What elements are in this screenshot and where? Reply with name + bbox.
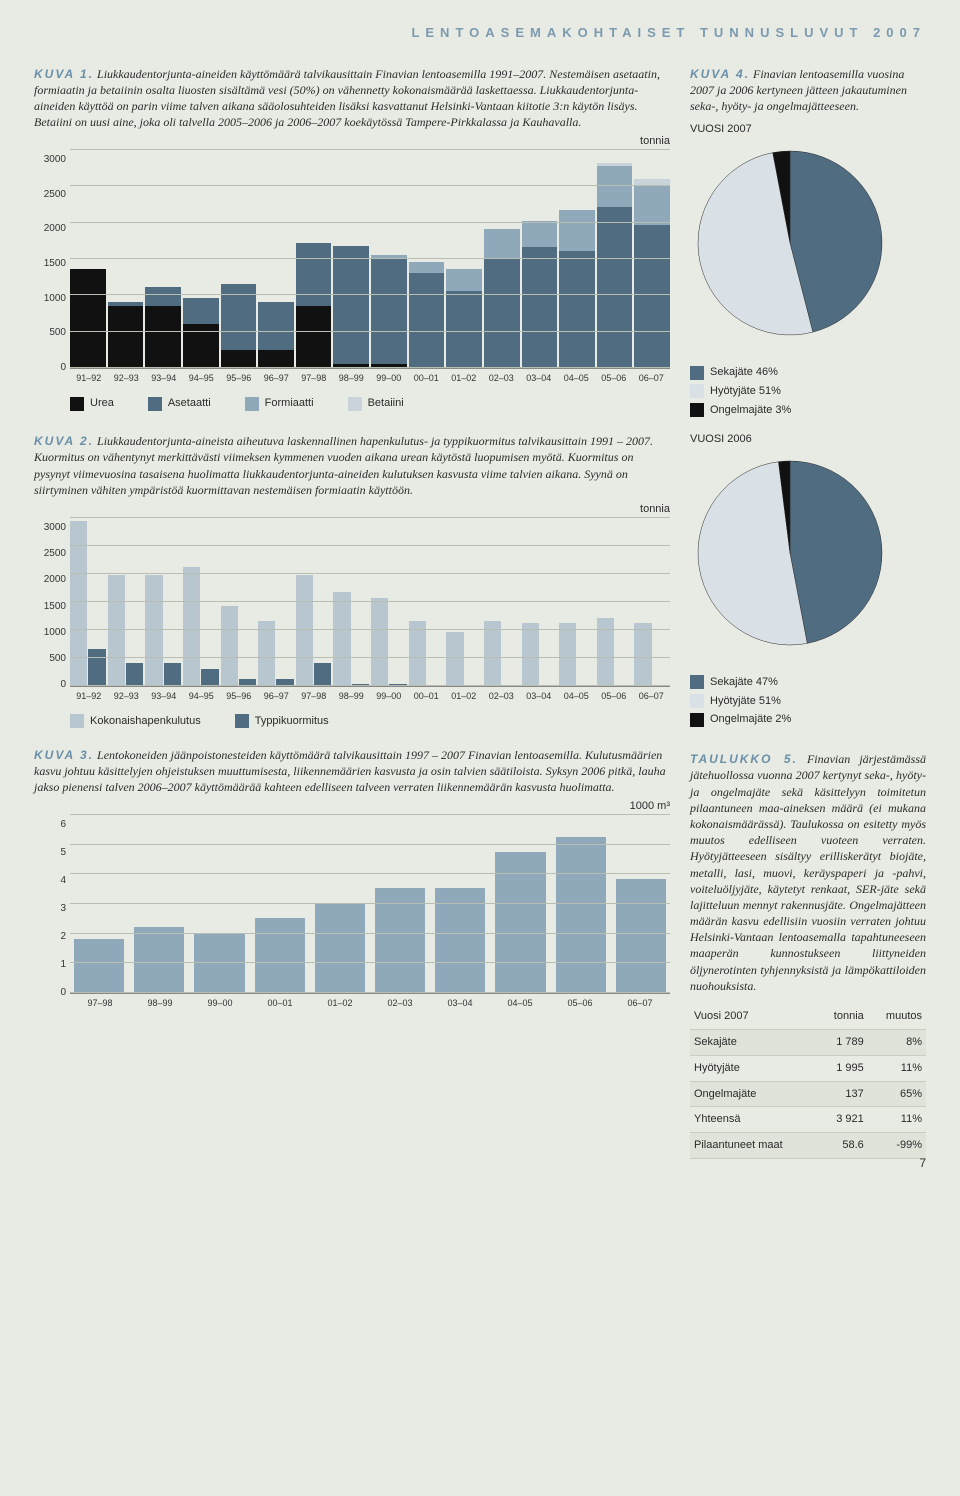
pie-legend-item: Sekajäte 47%	[690, 675, 926, 690]
pie-2006-legend: Sekajäte 47% Hyötyjäte 51% Ongelmajäte 2%	[690, 675, 926, 728]
taulukko5-label: TAULUKKO 5.	[690, 752, 798, 766]
kuva1-chart: 300025002000150010005000 91–9292–9393–94…	[34, 149, 670, 384]
chart1-bar	[371, 255, 407, 369]
chart1-bar	[258, 302, 294, 368]
kuva1-unit: tonnia	[34, 134, 670, 149]
table-header: tonnia	[818, 1004, 868, 1029]
chart3-bar	[134, 927, 184, 993]
kuva1-legend: Urea Asetaatti Formiaatti Betaiini	[70, 396, 670, 411]
kuva2-legend: Kokonaishapenkulutus Typpikuormitus	[70, 714, 670, 729]
page-header: LENTOASEMAKOHTAISET TUNNUSLUVUT 2007	[34, 24, 926, 42]
pie-2006-label: VUOSI 2006	[690, 432, 926, 447]
chart1-bar	[221, 284, 257, 368]
chart2-group	[446, 632, 482, 686]
table-header: Vuosi 2007	[690, 1004, 818, 1029]
table-row: Hyötyjäte1 99511%	[690, 1055, 926, 1081]
chart2-group	[409, 621, 445, 686]
chart3-bar	[74, 939, 124, 993]
kuva1-label: KUVA 1.	[34, 67, 94, 81]
table-header: muutos	[868, 1004, 926, 1029]
kuva1-caption-text: Liukkaudentorjunta-aineiden käyttömäärä …	[34, 67, 660, 130]
legend-item: Kokonaishapenkulutus	[70, 714, 201, 729]
pie-legend-item: Sekajäte 46%	[690, 365, 926, 380]
chart1-bar	[597, 163, 633, 368]
chart2-group	[183, 567, 219, 686]
left-column: KUVA 1. Liukkaudentorjunta-aineiden käyt…	[34, 66, 670, 1160]
chart1-bar	[446, 269, 482, 368]
legend-item: Urea	[70, 396, 114, 411]
kuva1-caption: KUVA 1. Liukkaudentorjunta-aineiden käyt…	[34, 66, 670, 131]
page-number: 7	[919, 1155, 926, 1171]
kuva4-label: KUVA 4.	[690, 67, 750, 81]
chart1-bar	[409, 262, 445, 368]
pie-2007	[690, 143, 890, 343]
table-row: Ongelmajäte13765%	[690, 1081, 926, 1107]
chart2-group	[296, 575, 332, 686]
chart1-bar	[559, 210, 595, 368]
kuva3-caption-text: Lentokoneiden jäänpoistonesteiden käyttö…	[34, 748, 666, 794]
pie-2006	[690, 453, 890, 653]
kuva3-unit: 1000 m³	[34, 799, 670, 814]
legend-item: Asetaatti	[148, 396, 211, 411]
legend-item: Betaiini	[348, 396, 404, 411]
chart3-bar	[255, 918, 305, 993]
chart2-group	[70, 521, 106, 685]
chart3-bar	[495, 852, 545, 993]
taulukko5-caption-text: Finavian järjestämässä jätehuollossa vuo…	[690, 752, 926, 993]
chart2-group	[333, 592, 369, 686]
legend-item: Typpikuormitus	[235, 714, 329, 729]
taulukko5-table: Vuosi 2007tonniamuutosSekajäte1 7898%Hyö…	[690, 1004, 926, 1159]
chart2-group	[221, 606, 257, 685]
kuva2-chart: 300025002000150010005000 91–9292–9393–94…	[34, 517, 670, 702]
chart3-bar	[194, 933, 244, 993]
chart1-bar	[333, 246, 369, 368]
pie-legend-item: Ongelmajäte 2%	[690, 712, 926, 727]
chart2-group	[108, 575, 144, 686]
chart1-bar	[183, 298, 219, 368]
chart1-bar	[484, 229, 520, 368]
kuva3-label: KUVA 3.	[34, 748, 94, 762]
chart2-group	[371, 598, 407, 686]
chart2-group	[597, 618, 633, 686]
chart1-bar	[70, 269, 106, 368]
kuva3-chart: 6543210 97–9898–9999–0000–0101–0202–0303…	[34, 814, 670, 1009]
table-row: Yhteensä3 92111%	[690, 1107, 926, 1133]
chart3-bar	[375, 888, 425, 993]
chart1-bar	[634, 179, 670, 368]
kuva2-unit: tonnia	[34, 502, 670, 517]
chart1-bar	[108, 302, 144, 368]
kuva4-caption: KUVA 4. Finavian lentoasemilla vuosina 2…	[690, 66, 926, 115]
chart3-bar	[315, 903, 365, 993]
chart2-group	[145, 575, 181, 686]
table-row: Sekajäte1 7898%	[690, 1029, 926, 1055]
pie-2007-label: VUOSI 2007	[690, 122, 926, 137]
chart2-group	[559, 623, 595, 685]
kuva3-caption: KUVA 3. Lentokoneiden jäänpoistonesteide…	[34, 747, 670, 796]
chart3-bar	[556, 837, 606, 993]
taulukko5-caption: TAULUKKO 5. Finavian järjestämässä jäteh…	[690, 751, 926, 994]
kuva2-caption-text: Liukkaudentorjunta-aineista aiheutuva la…	[34, 434, 653, 497]
pie-2007-legend: Sekajäte 46% Hyötyjäte 51% Ongelmajäte 3%	[690, 365, 926, 418]
chart2-group	[634, 623, 670, 685]
table-row: Pilaantuneet maat58.6-99%	[690, 1133, 926, 1159]
chart3-bar	[616, 879, 666, 993]
kuva2-label: KUVA 2.	[34, 434, 94, 448]
chart2-group	[258, 621, 294, 686]
right-column: KUVA 4. Finavian lentoasemilla vuosina 2…	[690, 66, 926, 1160]
chart3-bar	[435, 888, 485, 993]
kuva2-caption: KUVA 2. Liukkaudentorjunta-aineista aihe…	[34, 433, 670, 498]
pie-legend-item: Hyötyjäte 51%	[690, 694, 926, 709]
chart2-group	[522, 623, 558, 685]
chart1-bar	[145, 287, 181, 368]
pie-legend-item: Hyötyjäte 51%	[690, 384, 926, 399]
legend-item: Formiaatti	[245, 396, 314, 411]
chart1-bar	[522, 221, 558, 368]
chart1-bar	[296, 243, 332, 368]
chart2-group	[484, 621, 520, 686]
pie-legend-item: Ongelmajäte 3%	[690, 403, 926, 418]
